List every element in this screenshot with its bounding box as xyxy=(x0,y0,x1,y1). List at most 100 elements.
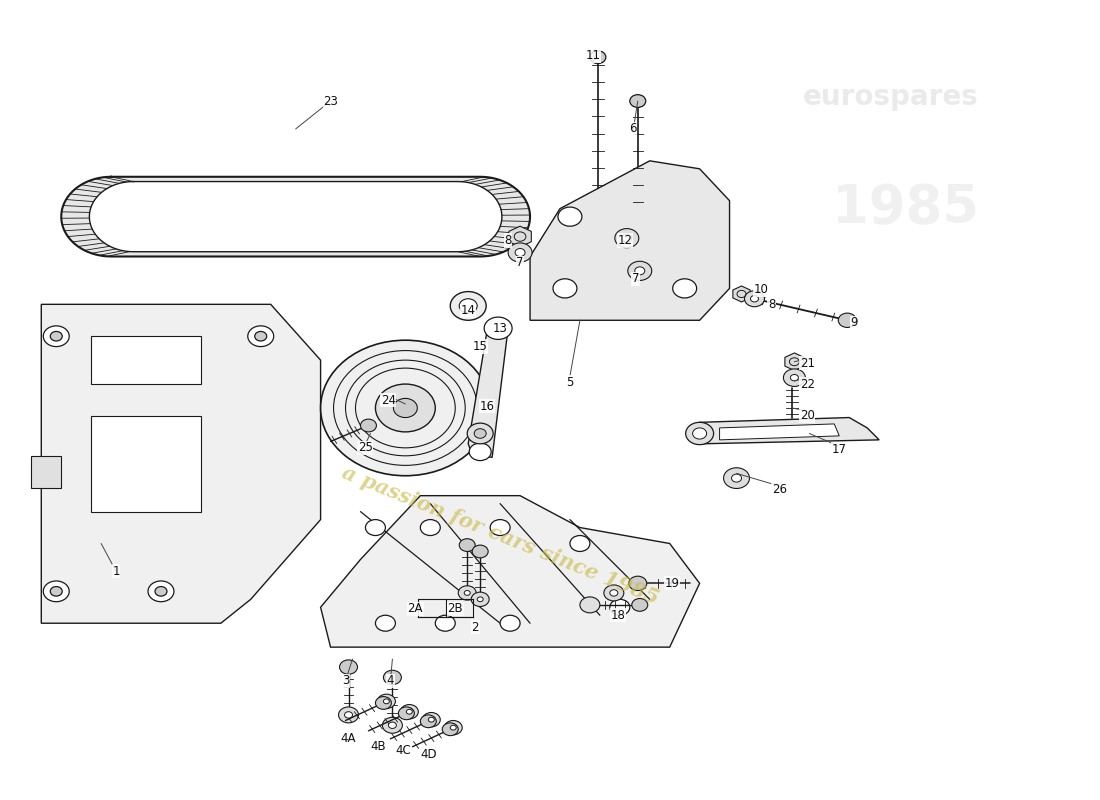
Circle shape xyxy=(838,313,856,327)
Polygon shape xyxy=(719,424,839,440)
Text: 11: 11 xyxy=(585,49,601,62)
Text: 4A: 4A xyxy=(341,732,356,746)
Circle shape xyxy=(155,586,167,596)
Circle shape xyxy=(375,384,436,432)
Text: 10: 10 xyxy=(754,283,769,297)
Circle shape xyxy=(43,326,69,346)
Circle shape xyxy=(500,615,520,631)
Circle shape xyxy=(51,586,63,596)
Circle shape xyxy=(604,585,624,601)
Circle shape xyxy=(631,598,648,611)
Circle shape xyxy=(384,699,389,704)
Polygon shape xyxy=(91,336,201,384)
Circle shape xyxy=(464,590,470,595)
Polygon shape xyxy=(530,161,729,320)
Circle shape xyxy=(43,581,69,602)
Text: 8: 8 xyxy=(505,234,512,247)
Text: 2A: 2A xyxy=(408,602,424,615)
Circle shape xyxy=(375,615,395,631)
Polygon shape xyxy=(785,353,804,370)
Circle shape xyxy=(673,279,696,298)
Text: 1985: 1985 xyxy=(832,182,979,234)
Polygon shape xyxy=(694,418,879,444)
Text: 8: 8 xyxy=(768,298,776,311)
Circle shape xyxy=(745,290,764,306)
Polygon shape xyxy=(509,226,531,247)
Text: 12: 12 xyxy=(617,234,632,247)
Circle shape xyxy=(428,718,435,722)
Circle shape xyxy=(685,422,714,445)
Circle shape xyxy=(630,94,646,107)
Circle shape xyxy=(420,715,437,728)
Text: 15: 15 xyxy=(473,340,487,353)
Circle shape xyxy=(255,331,266,341)
Circle shape xyxy=(750,295,759,302)
Circle shape xyxy=(339,707,359,723)
Circle shape xyxy=(365,519,385,535)
Circle shape xyxy=(628,262,651,281)
Text: 2B: 2B xyxy=(448,602,463,615)
Circle shape xyxy=(400,705,418,719)
Text: 18: 18 xyxy=(610,609,625,622)
Circle shape xyxy=(609,590,618,596)
Polygon shape xyxy=(320,496,700,647)
Text: 6: 6 xyxy=(629,122,637,135)
Circle shape xyxy=(471,592,490,606)
Circle shape xyxy=(558,207,582,226)
Circle shape xyxy=(383,718,403,734)
Polygon shape xyxy=(733,286,750,302)
Circle shape xyxy=(693,428,706,439)
Circle shape xyxy=(459,586,476,600)
Circle shape xyxy=(508,243,532,262)
Text: 21: 21 xyxy=(800,357,815,370)
Text: 2: 2 xyxy=(472,621,478,634)
Circle shape xyxy=(621,234,631,242)
Text: 7: 7 xyxy=(516,256,524,270)
Circle shape xyxy=(320,340,491,476)
Circle shape xyxy=(406,710,412,714)
Circle shape xyxy=(484,317,513,339)
Circle shape xyxy=(635,267,645,275)
Circle shape xyxy=(609,599,630,615)
Text: 4C: 4C xyxy=(396,744,411,758)
Circle shape xyxy=(468,423,493,444)
Polygon shape xyxy=(91,416,201,512)
Circle shape xyxy=(51,331,63,341)
Text: 4: 4 xyxy=(387,674,394,687)
Circle shape xyxy=(377,694,395,709)
Text: 3: 3 xyxy=(342,674,349,687)
Circle shape xyxy=(477,597,483,602)
Text: 4D: 4D xyxy=(420,748,437,762)
Text: 24: 24 xyxy=(381,394,396,406)
Text: eurospares: eurospares xyxy=(803,83,979,111)
Text: 23: 23 xyxy=(323,94,338,107)
Text: 19: 19 xyxy=(664,577,679,590)
Circle shape xyxy=(629,576,647,590)
Circle shape xyxy=(732,474,741,482)
Circle shape xyxy=(570,535,590,551)
Circle shape xyxy=(470,443,491,461)
Text: 9: 9 xyxy=(850,316,858,329)
Circle shape xyxy=(420,519,440,535)
Circle shape xyxy=(491,519,510,535)
Circle shape xyxy=(615,229,639,248)
Circle shape xyxy=(459,298,477,313)
Text: 7: 7 xyxy=(632,272,639,286)
Circle shape xyxy=(783,369,805,386)
Text: 5: 5 xyxy=(566,376,573,389)
Text: 14: 14 xyxy=(461,304,475,318)
Polygon shape xyxy=(62,177,530,257)
Text: 16: 16 xyxy=(480,400,495,413)
Circle shape xyxy=(436,615,455,631)
Circle shape xyxy=(394,398,417,418)
Circle shape xyxy=(444,721,462,735)
Circle shape xyxy=(248,326,274,346)
Polygon shape xyxy=(42,304,320,623)
Circle shape xyxy=(375,697,392,710)
Text: 22: 22 xyxy=(800,378,815,390)
Circle shape xyxy=(442,723,459,736)
Circle shape xyxy=(724,468,749,489)
Text: 1: 1 xyxy=(112,565,120,578)
Circle shape xyxy=(791,374,799,381)
Circle shape xyxy=(398,707,415,720)
